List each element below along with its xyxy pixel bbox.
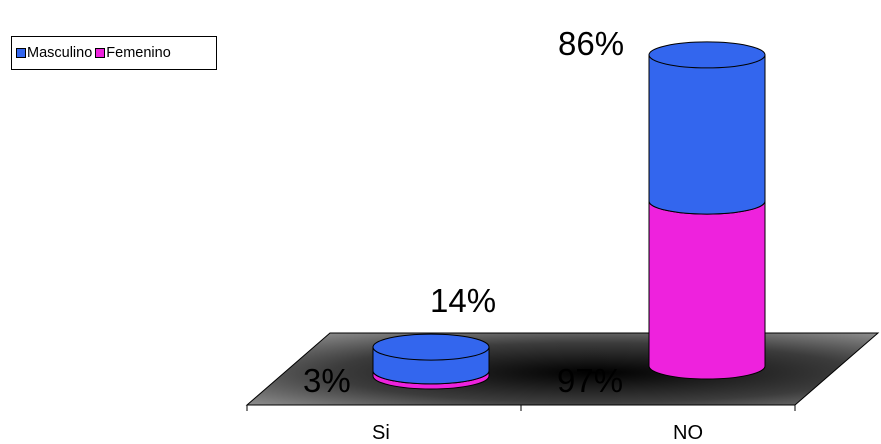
legend-item-femenino: Femenino xyxy=(95,45,171,61)
bars-group xyxy=(372,41,766,390)
data-label-masculino-si: 14% xyxy=(430,282,497,319)
legend-label-masculino: Masculino xyxy=(27,45,93,61)
cylinder-masculino-no-top xyxy=(648,41,766,69)
category-label-no: NO xyxy=(673,422,703,444)
data-label-masculino-no: 86% xyxy=(558,25,625,62)
legend-item-masculino: Masculino xyxy=(16,45,92,61)
masculino-swatch-icon xyxy=(16,48,26,58)
femenino-swatch-icon xyxy=(95,48,106,58)
cylinder-femenino-no-side xyxy=(648,200,766,380)
legend-label-femenino: Femenino xyxy=(106,45,171,61)
data-label-femenino-si: 3% xyxy=(303,362,351,399)
legend: Masculino Femenino xyxy=(11,36,217,70)
cylinder-masculino-si-top xyxy=(372,333,490,361)
cylinder-masculino-no-side xyxy=(648,54,766,215)
category-label-si: Si xyxy=(372,422,390,444)
data-label-femenino-no: 97% xyxy=(557,362,624,399)
